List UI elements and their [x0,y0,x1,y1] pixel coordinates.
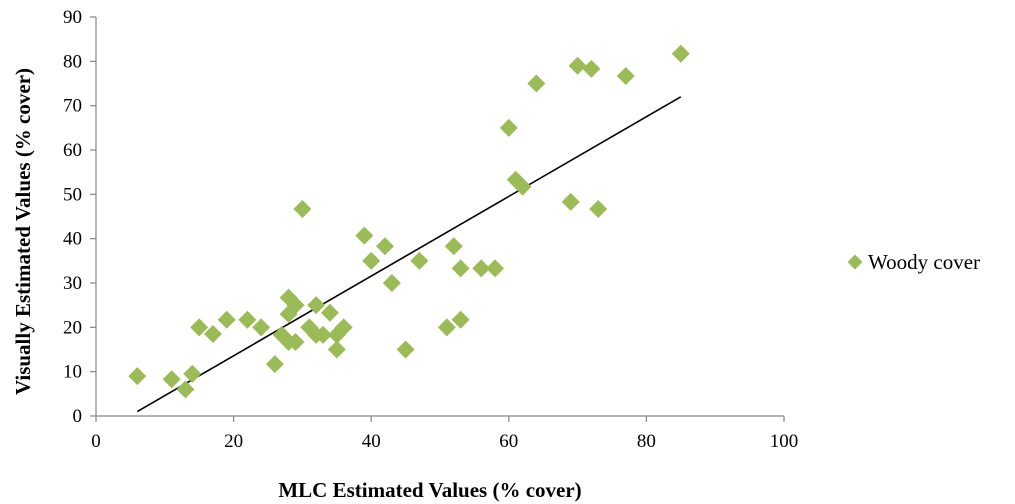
y-tick-label: 30 [63,273,82,294]
data-point [472,259,491,278]
data-point [307,296,326,315]
x-tick-label: 80 [637,431,656,452]
data-point [286,296,305,315]
data-point [362,251,381,270]
data-point [190,318,209,337]
data-point [561,192,580,211]
data-point [162,370,181,389]
data-point [527,74,546,93]
trendline [136,96,682,413]
data-point [334,318,353,337]
y-tick-label: 90 [63,7,82,28]
data-point [589,199,608,218]
data-point [327,340,346,359]
data-point [286,332,305,351]
data-point [451,310,470,329]
axes [95,17,784,417]
y-tick-label: 20 [63,317,82,338]
y-tick-label: 60 [63,140,82,161]
data-point [486,259,505,278]
x-axis-title: MLC Estimated Values (% cover) [278,478,581,502]
y-tick-label: 70 [63,96,82,117]
x-tick-label: 0 [91,431,101,452]
data-point [128,367,147,386]
data-point [568,56,587,75]
y-ticks: 0 10 20 30 40 50 60 70 80 90 [63,7,96,427]
data-point [314,325,333,344]
data-point [616,66,635,85]
data-point [355,226,374,245]
y-tick-label: 80 [63,51,82,72]
data-point [265,355,284,374]
y-tick-label: 10 [63,362,82,383]
data-point [375,237,394,256]
legend: Woody cover [847,250,980,274]
x-ticks: 0 20 40 60 80 100 [91,416,798,452]
data-point [176,380,195,399]
data-point [203,324,222,343]
data-point [293,199,312,218]
data-points [128,44,690,399]
legend-marker [847,254,863,270]
data-point [382,274,401,292]
x-tick-label: 60 [499,431,518,452]
legend-label: Woody cover [868,250,980,274]
y-tick-label: 40 [63,229,82,250]
data-point [513,177,532,196]
data-point [671,44,690,63]
data-point [499,118,518,137]
data-point [320,303,339,322]
data-point [444,237,463,256]
trendline-group [136,96,682,413]
y-tick-label: 0 [73,406,83,427]
x-tick-label: 40 [362,431,381,452]
data-point [238,310,257,329]
data-point [451,259,470,278]
x-tick-label: 100 [770,431,799,452]
data-point [437,318,456,337]
data-point [183,364,202,383]
data-point [396,340,415,359]
data-point [582,59,601,78]
x-tick-label: 20 [224,431,243,452]
y-tick-label: 50 [63,184,82,205]
data-point [410,251,429,270]
y-axis-title: Visually Estimated Values (% cover) [11,68,35,395]
data-point [217,310,236,329]
data-point [252,318,271,337]
